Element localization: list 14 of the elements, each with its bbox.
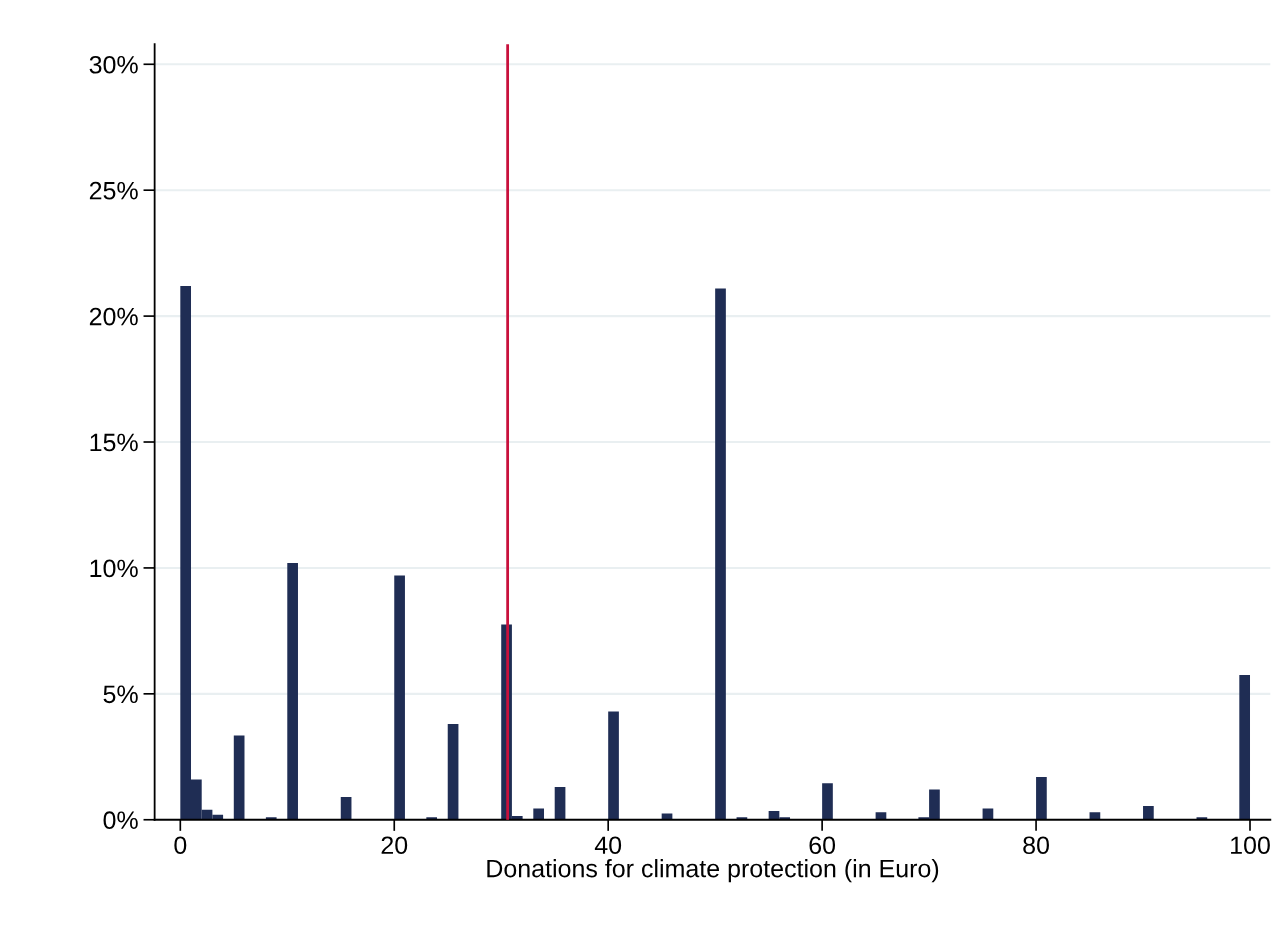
x-tick-label: 0	[174, 836, 187, 855]
y-tick-label: 5%	[103, 685, 138, 704]
x-tick-label: 60	[809, 836, 836, 855]
x-axis-title: Donations for climate protection (in Euro)	[487, 859, 939, 883]
y-tick-label: 25%	[89, 181, 138, 200]
y-tick-label: 0%	[103, 811, 138, 830]
x-tick-label: 100	[1231, 836, 1270, 855]
y-tick-label: 20%	[89, 307, 138, 326]
y-tick-label: 30%	[89, 55, 138, 74]
y-tick-label: 10%	[90, 559, 138, 578]
x-tick-label: 40	[594, 836, 622, 855]
x-tick-label: 80	[1023, 836, 1049, 855]
x-tick-label: 20	[381, 836, 408, 855]
y-tick-label: 15%	[90, 433, 138, 452]
